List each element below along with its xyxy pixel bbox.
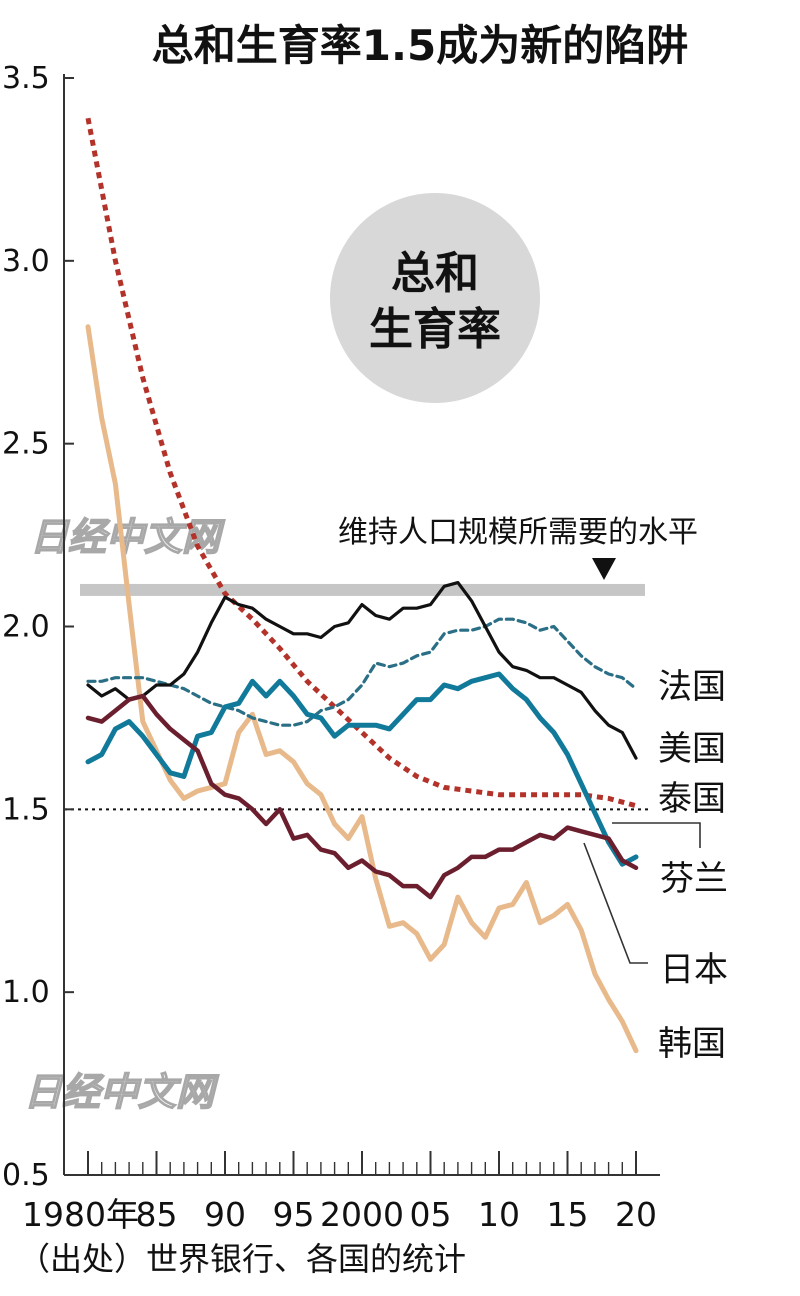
watermark-bottom: 日经中文网: [24, 1070, 219, 1114]
chart-title: 总和生育率1.5成为新的陷阱: [152, 21, 688, 70]
x-tick-label: 2000: [320, 1195, 404, 1234]
y-tick-label: 2.0: [2, 610, 50, 645]
series-line-france: [86, 617, 638, 727]
series-label-france: 法国: [658, 667, 726, 707]
series-line-korea: [85, 324, 639, 1054]
replacement-marker: [592, 558, 616, 580]
replacement-label: 维持人口规模所需要的水平: [338, 515, 698, 550]
series-label-korea: 韩国: [658, 1024, 726, 1064]
x-tick-label: 15: [547, 1195, 589, 1234]
y-tick-label: 0.5: [2, 1158, 50, 1193]
leader-line-finland: [612, 822, 701, 848]
x-tick-label: 95: [273, 1195, 315, 1234]
x-tick-label: 85: [136, 1195, 178, 1234]
replacement-band: [80, 583, 645, 596]
badge-circle: [330, 193, 540, 403]
leader-line-japan: [583, 842, 648, 964]
series-label-japan: 日本: [660, 950, 728, 990]
source-note: （出处）世界银行、各国的统计: [18, 1240, 466, 1278]
series-line-finland: [85, 671, 639, 867]
x-tick-label: 90: [204, 1195, 246, 1234]
x-tick-label: 1980年: [22, 1195, 139, 1234]
y-tick-label: 3.5: [2, 61, 50, 96]
series-label-thailand: 泰国: [658, 779, 726, 819]
series-label-usa: 美国: [658, 729, 726, 769]
y-tick-label: 2.5: [2, 427, 50, 462]
series-line-thailand: [85, 117, 637, 809]
x-tick-label: 20: [615, 1195, 657, 1234]
badge-line-1: 总和: [391, 248, 479, 299]
series-label-finland: 芬兰: [660, 859, 728, 899]
ylabel-badge: 总和 生育率: [330, 193, 540, 403]
series-line-usa: [86, 580, 638, 760]
y-tick-label: 1.5: [2, 792, 50, 827]
series-line-japan: [85, 693, 639, 900]
x-tick-label: 05: [410, 1195, 452, 1234]
y-tick-label: 3.0: [2, 244, 50, 279]
x-tick-label: 10: [478, 1195, 520, 1234]
badge-line-2: 生育率: [369, 304, 501, 355]
y-tick-label: 1.0: [2, 975, 50, 1010]
